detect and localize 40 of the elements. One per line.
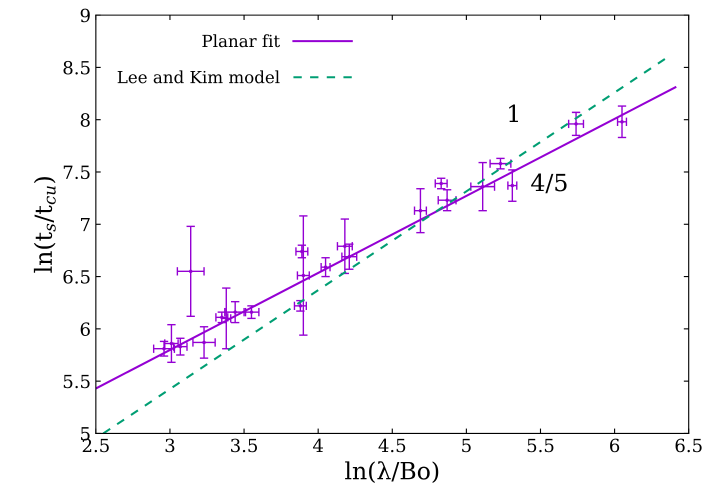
point (298, 304, 302, 308)
x-tick-label: 4 (312, 438, 324, 452)
point (202, 340, 206, 344)
x-tick-label: 6.5 (676, 438, 702, 452)
point (510, 184, 514, 188)
legend-label: Planar fit (202, 34, 280, 48)
x-tick-label: 5 (462, 438, 471, 452)
point (162, 346, 166, 351)
annotation: 1 (509, 104, 518, 122)
x-tick-label: 2.5 (82, 438, 109, 452)
point (498, 162, 502, 166)
y-tick-label: 9 (80, 8, 90, 22)
point (343, 244, 347, 248)
point (250, 310, 254, 314)
y-tick-label: 6 (80, 322, 90, 336)
annotation: 4/5 (531, 174, 567, 194)
point (439, 182, 443, 186)
point (170, 342, 174, 346)
x-tick-label: 5.5 (528, 438, 554, 452)
point (220, 316, 224, 320)
y-tick-label: 6.5 (63, 270, 90, 284)
x-tick-label: 6 (610, 438, 620, 452)
y-tick-label: 8 (80, 113, 90, 127)
x-tick-label: 4.5 (378, 438, 406, 452)
y-tick-label: 5.5 (64, 374, 90, 388)
point (233, 310, 237, 314)
x-axis-title: ln(λ/Bo) (345, 461, 438, 483)
point (302, 274, 306, 278)
point (418, 208, 422, 212)
point (445, 198, 449, 202)
point (574, 122, 578, 126)
x-tick-label: 3.5 (231, 438, 258, 452)
point (620, 120, 624, 124)
x-tick-label: 3 (166, 438, 174, 452)
y-tick-label: 8.5 (63, 60, 90, 75)
y-tick-label: 7 (81, 218, 90, 232)
point (188, 270, 193, 274)
legend-label: Lee and Kim model (118, 70, 280, 84)
y-axis-title: ln(t$_{s}$/t$_{cu}$) (34, 177, 56, 273)
y-tick-label: 7.5 (64, 166, 90, 180)
